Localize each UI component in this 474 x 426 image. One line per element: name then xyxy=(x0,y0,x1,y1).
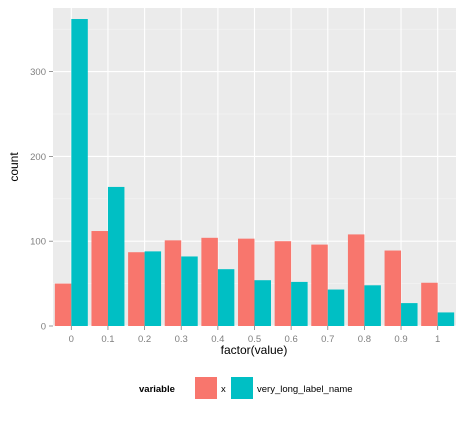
bar-x xyxy=(164,240,182,326)
x-tick-label: 1 xyxy=(435,334,440,345)
bar-very-long-label-name xyxy=(437,312,455,326)
legend: variable x very_long_label_name xyxy=(139,377,353,399)
x-tick-label: 0.1 xyxy=(101,334,114,345)
bar-x xyxy=(274,241,292,326)
x-tick-label: 0.8 xyxy=(358,334,371,345)
x-tick-label: 0.5 xyxy=(248,334,261,345)
bar-very-long-label-name xyxy=(327,289,345,326)
y-tick-label: 200 xyxy=(30,152,46,163)
y-axis: 0 100 200 300 xyxy=(30,67,53,333)
bar-x xyxy=(311,244,328,326)
y-tick-label: 100 xyxy=(30,237,46,248)
bar-x xyxy=(421,282,438,326)
x-axis: 0 0.1 0.2 0.3 0.4 0.5 0.6 0.7 0.8 0.9 1 xyxy=(69,326,440,345)
bar-very-long-label-name xyxy=(254,280,271,326)
legend-label-very-long-label-name: very_long_label_name xyxy=(257,384,353,395)
bar-x xyxy=(128,252,145,326)
bar-x xyxy=(238,238,255,326)
x-tick-label: 0.3 xyxy=(175,334,188,345)
bar-x xyxy=(54,283,72,326)
bar-very-long-label-name xyxy=(217,269,235,326)
x-tick-label: 0.4 xyxy=(211,334,224,345)
bar-x xyxy=(91,231,108,326)
x-tick-label: 0 xyxy=(69,334,74,345)
bar-x xyxy=(201,237,218,326)
x-axis-title: factor(value) xyxy=(221,343,288,357)
bar-very-long-label-name xyxy=(364,285,381,326)
bar-very-long-label-name xyxy=(107,186,125,326)
legend-title: variable xyxy=(139,384,175,395)
y-axis-title: count xyxy=(7,152,21,182)
bar-very-long-label-name xyxy=(401,303,418,326)
x-tick-label: 0.7 xyxy=(321,334,334,345)
bar-very-long-label-name xyxy=(71,19,88,327)
bar-very-long-label-name xyxy=(291,281,308,326)
y-tick-label: 0 xyxy=(41,322,46,333)
legend-label-x: x xyxy=(221,384,226,395)
x-tick-label: 0.2 xyxy=(138,334,151,345)
x-tick-label: 0.6 xyxy=(285,334,298,345)
legend-key-very-long-label-name xyxy=(231,377,253,399)
legend-key-x xyxy=(195,377,217,399)
bar-very-long-label-name xyxy=(181,256,198,326)
y-tick-label: 300 xyxy=(30,67,46,78)
bar-x xyxy=(347,234,365,326)
bars xyxy=(54,19,455,327)
x-tick-label: 0.9 xyxy=(394,334,407,345)
bar-very-long-label-name xyxy=(144,251,162,326)
bar-x xyxy=(384,250,402,326)
